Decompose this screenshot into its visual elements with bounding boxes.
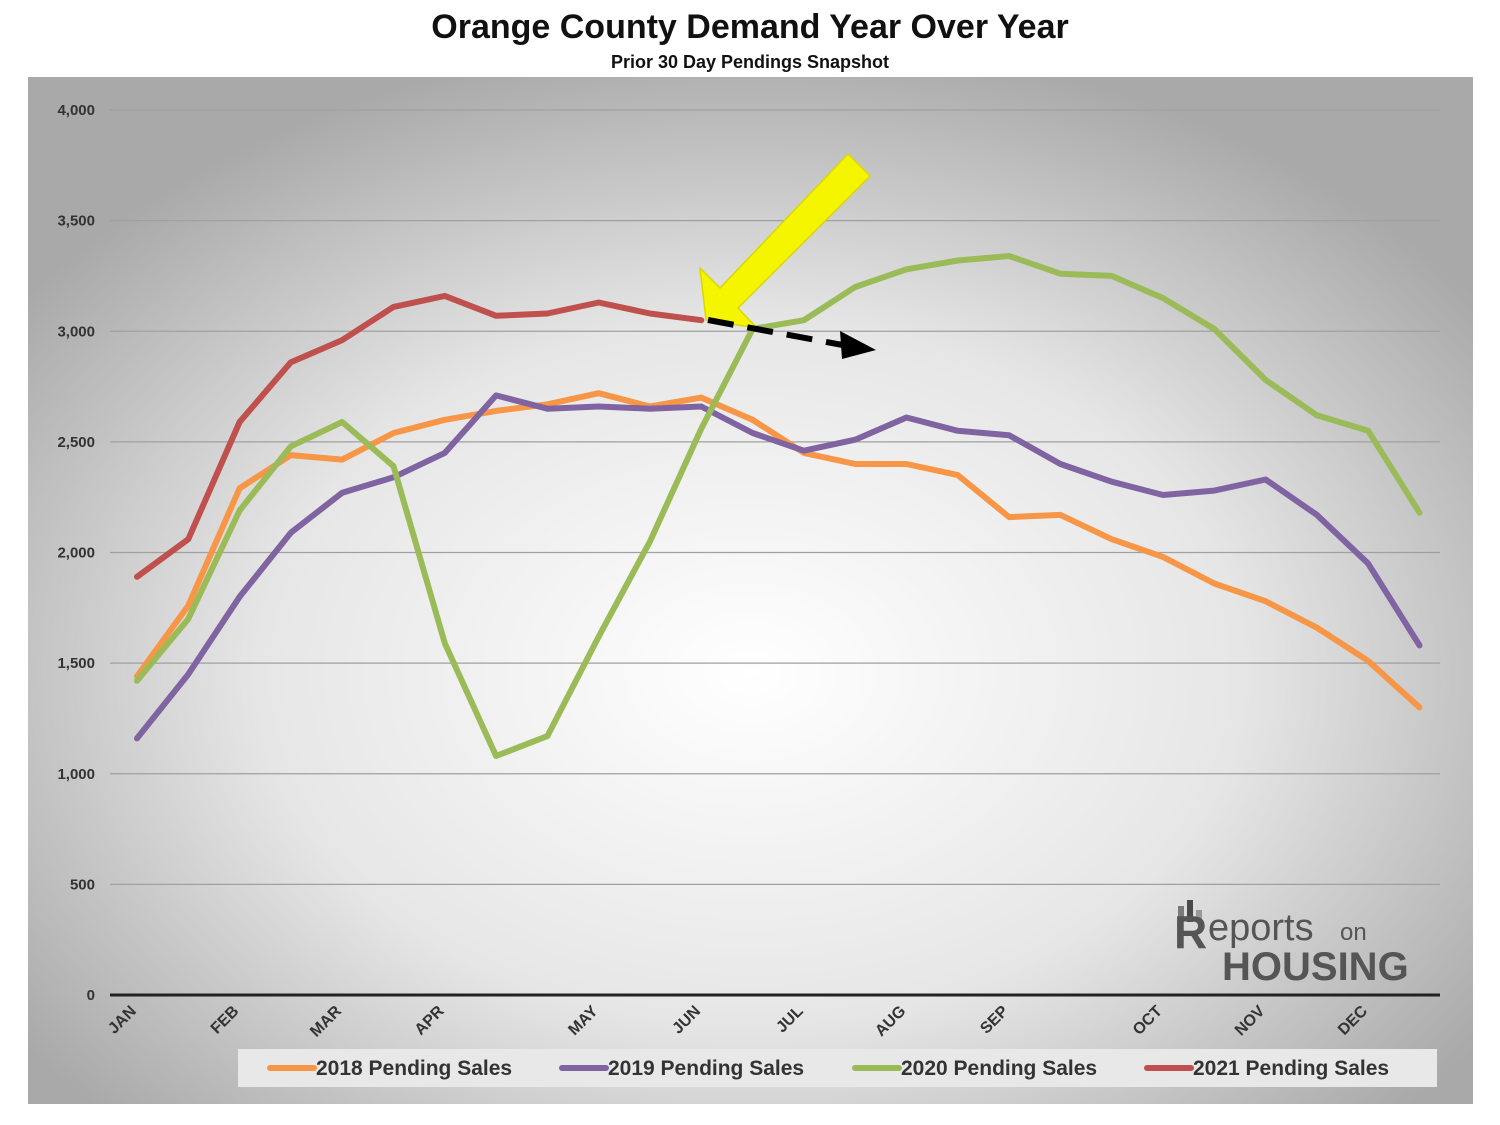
y-tick-label: 4,000 <box>57 102 95 119</box>
legend: 2018 Pending Sales 2019 Pending Sales 2020… <box>267 1057 1389 1080</box>
legend-label: 2021 Pending Sales <box>1193 1057 1389 1080</box>
logo-on-text: on <box>1340 919 1367 946</box>
logo-reports-text: eports <box>1208 907 1314 949</box>
reports-on-housing-logo: R eports on HOUSING <box>1174 900 1409 989</box>
legend-box <box>238 1049 1437 1087</box>
y-tick-label: 1,500 <box>57 655 95 672</box>
y-tick-label: 0 <box>87 987 95 1004</box>
y-tick-label: 2,000 <box>57 545 95 562</box>
series-line-2018 <box>134 390 1423 711</box>
logo-bar-icon <box>1187 900 1193 922</box>
legend-label: 2019 Pending Sales <box>608 1057 804 1080</box>
y-tick-label: 1,000 <box>57 766 95 783</box>
logo-initial: R <box>1174 906 1207 958</box>
y-tick-label: 2,500 <box>57 434 95 451</box>
logo-bar-icon <box>1196 910 1202 922</box>
chart-subtitle: Prior 30 Day Pendings Snapshot <box>610 52 890 72</box>
logo-bar-icon <box>1178 906 1184 922</box>
series-line-2021 <box>134 292 705 580</box>
y-tick-label: 3,500 <box>57 213 95 230</box>
chart-title: Orange County Demand Year Over Year <box>431 8 1069 46</box>
y-tick-label: 3,000 <box>57 323 95 340</box>
series-lines <box>134 253 1423 759</box>
y-tick-label: 500 <box>70 876 95 893</box>
legend-label: 2018 Pending Sales <box>316 1057 512 1080</box>
logo-housing-text: HOUSING <box>1222 945 1409 989</box>
y-axis-ticks: 0 500 1,000 1,500 2,000 2,500 3,000 3,500 4,000 <box>57 102 95 1004</box>
series-line-2020 <box>134 253 1423 759</box>
legend-label: 2020 Pending Sales <box>901 1057 1097 1080</box>
series-line-2019 <box>134 392 1423 742</box>
dashed-trend-arrow <box>707 317 876 359</box>
